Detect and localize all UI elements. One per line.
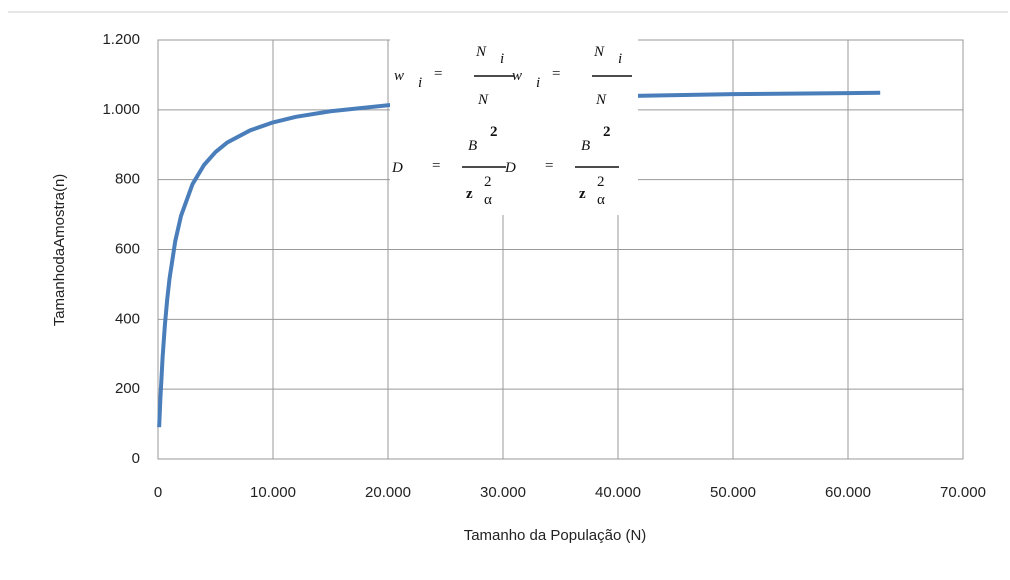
formula-sub: i bbox=[536, 75, 540, 91]
y-tick-label: 400 bbox=[115, 310, 140, 327]
formula-relation: = bbox=[434, 66, 442, 82]
x-tick-label: 0 bbox=[154, 484, 162, 501]
x-axis-label: Tamanho da População (N) bbox=[464, 527, 647, 544]
y-tick-label: 600 bbox=[115, 240, 140, 257]
formula-sup: 2 bbox=[603, 124, 611, 140]
formula-sub: i bbox=[418, 75, 422, 91]
formula-sup: 2 bbox=[597, 174, 605, 190]
formula-background bbox=[390, 32, 638, 215]
formula-lhs: w bbox=[394, 68, 404, 84]
x-tick-label: 30.000 bbox=[480, 484, 526, 501]
formula-relation: = bbox=[432, 158, 440, 174]
formula-lhs: D bbox=[504, 160, 516, 176]
formula-numerator: N bbox=[475, 44, 487, 60]
formula-sub: α bbox=[484, 192, 492, 208]
formula-sup: 2 bbox=[490, 124, 498, 140]
y-tick-label: 1.000 bbox=[102, 101, 140, 118]
formula-numerator: B bbox=[468, 138, 477, 154]
formula-lhs: w bbox=[512, 68, 522, 84]
formula-sup: 2 bbox=[484, 174, 492, 190]
y-tick-label: 0 bbox=[132, 450, 140, 467]
x-tick-label: 10.000 bbox=[250, 484, 296, 501]
formula-denominator: z bbox=[579, 186, 586, 202]
x-tick-label: 40.000 bbox=[595, 484, 641, 501]
x-tick-label: 60.000 bbox=[825, 484, 871, 501]
formula-relation: = bbox=[545, 158, 553, 174]
formula-numerator: N bbox=[593, 44, 605, 60]
x-tick-label: 20.000 bbox=[365, 484, 411, 501]
formula-denominator: z bbox=[466, 186, 473, 202]
y-tick-label: 1.200 bbox=[102, 31, 140, 48]
x-tick-label: 50.000 bbox=[710, 484, 756, 501]
formula-sub: α bbox=[597, 192, 605, 208]
y-axis-label: TamanhodaAmostra(n) bbox=[51, 174, 68, 327]
y-tick-label: 800 bbox=[115, 171, 140, 188]
formula-sub: i bbox=[500, 51, 504, 67]
formula-denominator: N bbox=[477, 92, 489, 108]
formula-denominator: N bbox=[595, 92, 607, 108]
formula-sub: i bbox=[618, 51, 622, 67]
y-tick-label: 200 bbox=[115, 380, 140, 397]
x-tick-label: 70.000 bbox=[940, 484, 986, 501]
formula-numerator: B bbox=[581, 138, 590, 154]
formula-relation: = bbox=[552, 66, 560, 82]
formula-lhs: D bbox=[391, 160, 403, 176]
